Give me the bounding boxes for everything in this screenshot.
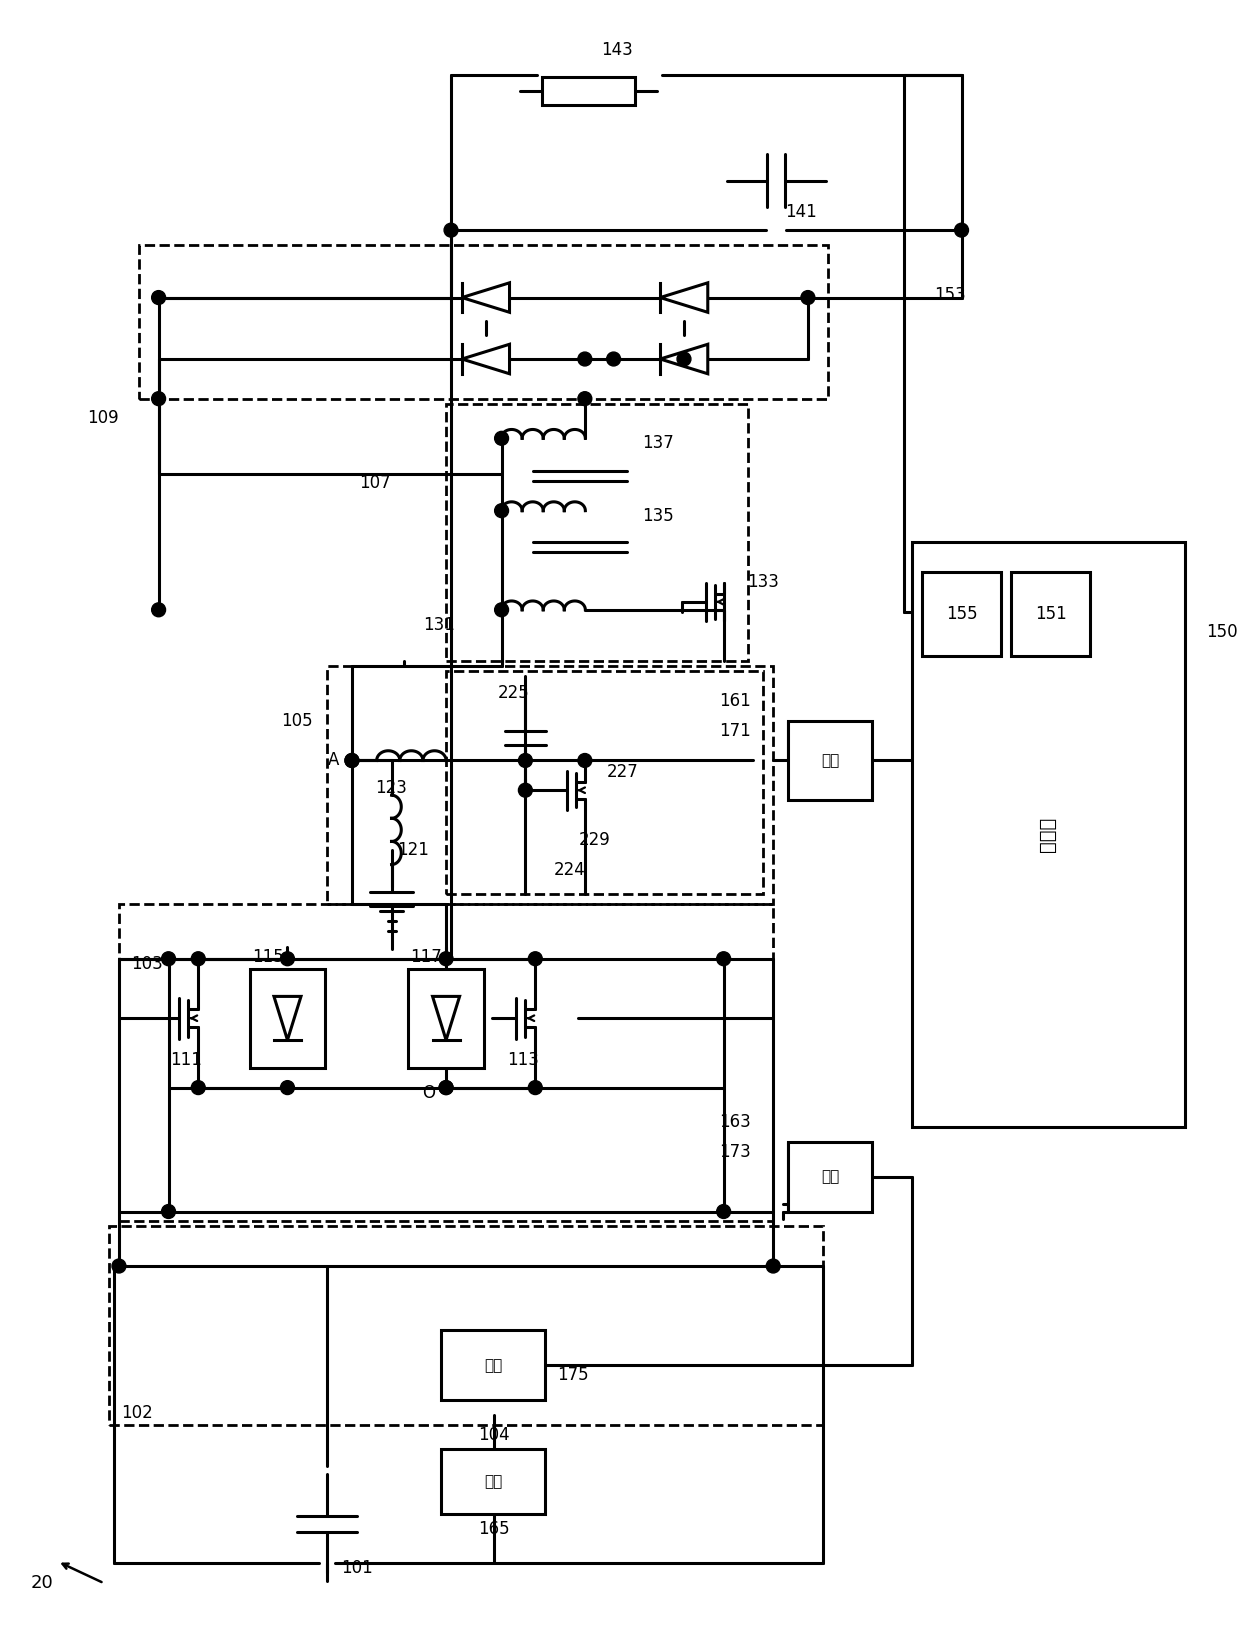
Text: 131: 131 <box>423 616 455 634</box>
Circle shape <box>191 1081 205 1094</box>
Text: 102: 102 <box>122 1403 153 1421</box>
Circle shape <box>444 223 458 236</box>
Circle shape <box>439 1081 453 1094</box>
Text: 111: 111 <box>170 1051 202 1069</box>
Bar <box>408 968 484 1068</box>
Circle shape <box>677 352 691 367</box>
Text: 173: 173 <box>719 1143 750 1161</box>
Bar <box>119 905 774 1221</box>
Text: 150: 150 <box>1207 623 1238 641</box>
Text: 141: 141 <box>785 204 817 222</box>
Circle shape <box>191 952 205 965</box>
Bar <box>441 1449 546 1514</box>
Bar <box>789 720 872 800</box>
Circle shape <box>439 952 453 965</box>
Circle shape <box>439 1081 453 1094</box>
Circle shape <box>766 1258 780 1273</box>
Circle shape <box>518 784 532 797</box>
Text: 161: 161 <box>719 693 750 711</box>
Text: 117: 117 <box>410 947 443 965</box>
Circle shape <box>495 603 508 616</box>
Text: 109: 109 <box>87 409 119 427</box>
Text: O: O <box>422 1084 435 1102</box>
Circle shape <box>578 391 591 406</box>
Text: 控制器: 控制器 <box>1038 817 1058 852</box>
Bar <box>109 1226 823 1425</box>
Bar <box>327 667 774 905</box>
Bar <box>446 672 764 895</box>
Circle shape <box>280 1081 294 1094</box>
Text: 175: 175 <box>557 1366 589 1384</box>
Text: 227: 227 <box>606 763 639 781</box>
Bar <box>441 1330 546 1400</box>
Text: A: A <box>329 751 340 769</box>
Text: 101: 101 <box>341 1560 373 1578</box>
Text: 驱动: 驱动 <box>484 1474 502 1490</box>
Text: 137: 137 <box>642 434 675 452</box>
Circle shape <box>717 1205 730 1219</box>
Text: 113: 113 <box>507 1051 539 1069</box>
Text: 135: 135 <box>642 507 675 525</box>
Circle shape <box>801 290 815 305</box>
Polygon shape <box>463 282 510 313</box>
Polygon shape <box>463 344 510 373</box>
Polygon shape <box>274 996 301 1040</box>
Text: 224: 224 <box>554 861 585 879</box>
Text: 105: 105 <box>280 712 312 730</box>
Text: 163: 163 <box>719 1113 750 1131</box>
Text: 151: 151 <box>1035 605 1066 623</box>
Bar <box>249 968 325 1068</box>
Circle shape <box>528 1081 542 1094</box>
Circle shape <box>345 753 358 768</box>
Circle shape <box>280 952 294 965</box>
Circle shape <box>151 391 166 406</box>
Text: 133: 133 <box>748 574 779 592</box>
Text: 115: 115 <box>252 947 284 965</box>
Bar <box>921 572 1001 657</box>
Text: 驱动: 驱动 <box>821 753 839 768</box>
Text: 225: 225 <box>497 685 529 703</box>
Text: 103: 103 <box>131 955 162 973</box>
Bar <box>789 1143 872 1211</box>
Text: 驱动: 驱动 <box>484 1358 502 1372</box>
Text: 104: 104 <box>477 1426 510 1444</box>
Text: 229: 229 <box>579 831 610 849</box>
Circle shape <box>518 753 532 768</box>
Bar <box>446 404 749 662</box>
Bar <box>1011 572 1090 657</box>
Circle shape <box>112 1258 126 1273</box>
Circle shape <box>151 290 166 305</box>
Text: 143: 143 <box>600 41 632 59</box>
Circle shape <box>161 952 175 965</box>
Circle shape <box>528 952 542 965</box>
Text: 123: 123 <box>376 779 408 797</box>
Polygon shape <box>660 282 708 313</box>
Text: 107: 107 <box>358 474 391 492</box>
Circle shape <box>495 432 508 445</box>
Circle shape <box>345 753 358 768</box>
Circle shape <box>495 504 508 518</box>
Circle shape <box>161 1205 175 1219</box>
Text: 153: 153 <box>934 285 966 303</box>
Bar <box>911 543 1184 1128</box>
Bar <box>139 244 828 399</box>
Circle shape <box>606 352 620 367</box>
Bar <box>542 78 635 106</box>
Text: 121: 121 <box>398 841 429 859</box>
Text: 171: 171 <box>719 722 750 740</box>
Circle shape <box>578 352 591 367</box>
Text: 驱动: 驱动 <box>821 1169 839 1185</box>
Circle shape <box>955 223 968 236</box>
Circle shape <box>717 952 730 965</box>
Circle shape <box>151 603 166 616</box>
Polygon shape <box>433 996 460 1040</box>
Text: 155: 155 <box>946 605 977 623</box>
Polygon shape <box>660 344 708 373</box>
Circle shape <box>578 753 591 768</box>
Text: 165: 165 <box>477 1519 510 1537</box>
Text: 20: 20 <box>30 1575 53 1593</box>
